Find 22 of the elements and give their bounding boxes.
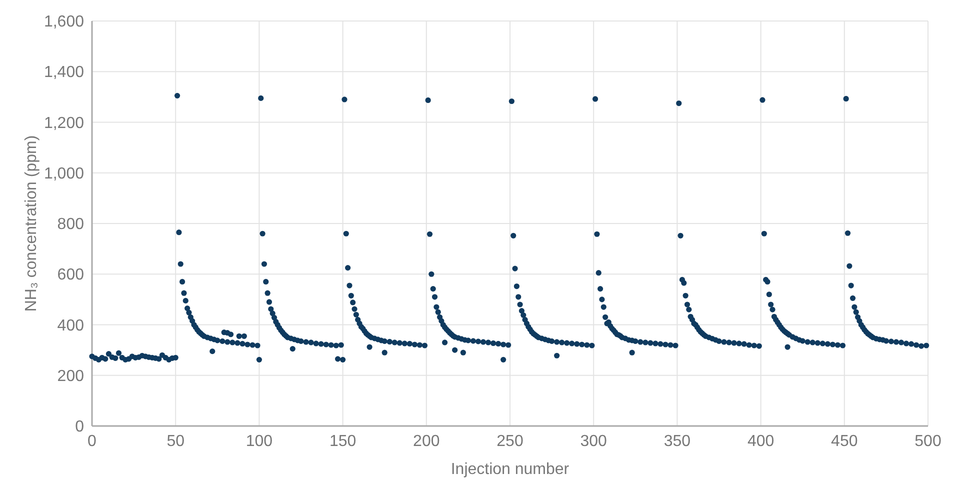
x-axis-title: Injection number (450, 461, 570, 478)
y-tick-label: 800 (57, 216, 84, 234)
y-tick-label: 600 (57, 266, 84, 284)
x-tick-label: 200 (413, 433, 440, 450)
x-tick-label: 100 (246, 433, 273, 450)
y-tick-label: 1,000 (44, 165, 84, 182)
y-axis-title: NH₃ concentration (ppm) (23, 135, 40, 312)
x-tick-label: 0 (88, 433, 97, 450)
x-tick-label: 500 (914, 433, 942, 450)
y-tick-label: 1,400 (44, 64, 84, 82)
y-tick-label: 0 (75, 418, 84, 436)
x-tick-label: 450 (831, 433, 858, 450)
x-tick-label: 350 (664, 433, 691, 450)
x-tick-label: 400 (747, 433, 774, 450)
x-tick-label: 150 (329, 433, 356, 450)
y-tick-label: 1,200 (44, 114, 84, 132)
y-tick-label: 400 (57, 317, 84, 334)
y-tick-label: 1,600 (44, 14, 84, 31)
y-tick-label: 200 (57, 368, 84, 385)
x-tick-label: 50 (166, 433, 185, 450)
x-tick-label: 300 (580, 433, 608, 450)
x-tick-label: 250 (496, 433, 524, 450)
